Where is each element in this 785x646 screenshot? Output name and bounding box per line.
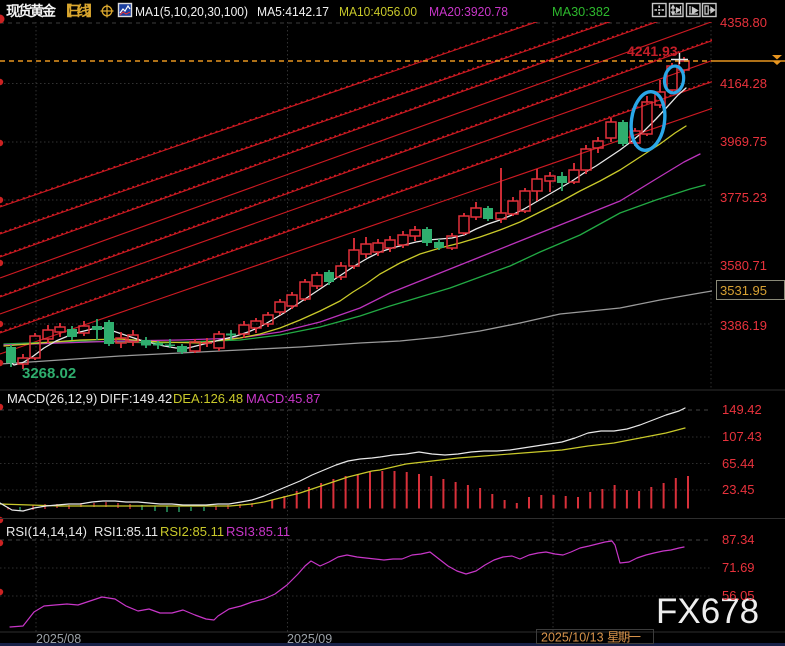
svg-text:3775.23: 3775.23: [720, 190, 767, 205]
svg-text:RSI1:85.11: RSI1:85.11: [94, 524, 158, 539]
svg-text:2025/08: 2025/08: [36, 632, 81, 646]
svg-text:71.69: 71.69: [722, 560, 755, 575]
svg-text:65.44: 65.44: [722, 456, 755, 471]
svg-text:2025/10/13 星期一: 2025/10/13 星期一: [541, 631, 641, 645]
svg-text:RSI2:85.11: RSI2:85.11: [160, 524, 224, 539]
svg-text:MA5:4142.17: MA5:4142.17: [257, 4, 329, 19]
svg-text:RSI3:85.11: RSI3:85.11: [226, 524, 290, 539]
svg-text:4241.93: 4241.93: [627, 43, 678, 59]
svg-text:149.42: 149.42: [722, 402, 762, 417]
svg-text:DIFF:149.42: DIFF:149.42: [100, 391, 172, 406]
svg-text:MA20:3920.78: MA20:3920.78: [429, 4, 508, 19]
svg-text:现货黄金: 现货黄金: [6, 3, 57, 19]
svg-text:2025/09: 2025/09: [287, 632, 332, 646]
svg-text:3531.95: 3531.95: [720, 283, 767, 298]
svg-text:MACD(26,12,9): MACD(26,12,9): [7, 391, 97, 406]
svg-text:23.45: 23.45: [722, 482, 755, 497]
svg-text:MACD:45.87: MACD:45.87: [246, 391, 320, 406]
svg-text:RSI(14,14,14): RSI(14,14,14): [6, 524, 87, 539]
svg-text:【日线】: 【日线】: [58, 3, 100, 19]
svg-text:87.34: 87.34: [722, 532, 755, 547]
svg-text:3580.71: 3580.71: [720, 258, 767, 273]
svg-text:56.05: 56.05: [722, 588, 755, 603]
svg-text:4164.28: 4164.28: [720, 76, 767, 91]
svg-text:DEA:126.48: DEA:126.48: [173, 391, 243, 406]
svg-text:3969.75: 3969.75: [720, 134, 767, 149]
svg-text:4358.80: 4358.80: [720, 15, 767, 30]
svg-text:3386.19: 3386.19: [720, 318, 767, 333]
svg-text:MA10:4056.00: MA10:4056.00: [339, 4, 417, 19]
svg-text:MA1(5,10,20,30,100): MA1(5,10,20,30,100): [135, 4, 248, 19]
svg-text:MA30:382: MA30:382: [552, 4, 610, 19]
svg-text:FX678: FX678: [656, 592, 759, 631]
svg-text:107.43: 107.43: [722, 429, 762, 444]
svg-text:3268.02: 3268.02: [22, 365, 76, 382]
